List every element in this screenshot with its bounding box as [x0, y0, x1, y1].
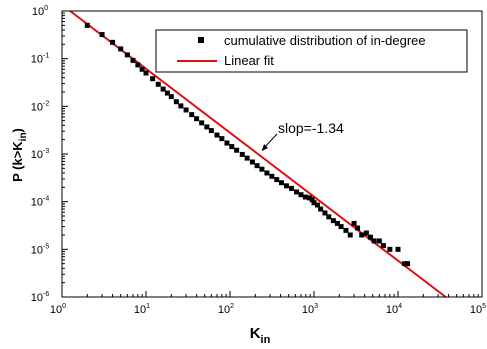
data-point [139, 66, 145, 72]
data-point [367, 234, 373, 240]
data-point [130, 57, 136, 63]
slope-annotation: slop=-1.34 [261, 120, 344, 151]
data-point [311, 200, 317, 206]
data-point [183, 107, 189, 113]
data-point [363, 230, 369, 236]
data-point [306, 195, 312, 201]
y-tick-label: 10-3 [31, 148, 50, 161]
data-point [395, 246, 401, 252]
data-point [274, 177, 280, 183]
data-point [351, 220, 357, 226]
data-point [294, 189, 300, 195]
data-point [239, 151, 245, 157]
data-point [160, 86, 166, 92]
data-point [359, 232, 365, 238]
data-point [343, 227, 349, 233]
data-point [380, 243, 386, 249]
data-point [371, 238, 377, 244]
data-point [168, 94, 174, 100]
data-point [302, 194, 308, 200]
data-point [234, 147, 240, 153]
data-point [155, 81, 161, 87]
legend-label-distribution: cumulative distribution of in-degree [224, 33, 426, 48]
data-point [204, 124, 210, 130]
data-point [330, 218, 336, 224]
data-point [376, 238, 382, 244]
y-tick-label: 10-2 [31, 100, 50, 113]
data-point [135, 62, 141, 68]
data-point [318, 206, 324, 212]
data-point [314, 202, 320, 208]
y-axis-label: P (k>Kin) [10, 128, 29, 182]
legend-marker-square [198, 37, 204, 43]
y-tick-label: 10-6 [31, 291, 50, 304]
data-point [118, 46, 124, 52]
data-point [124, 52, 130, 58]
data-point [219, 136, 225, 142]
data-point [269, 173, 275, 179]
data-point [224, 140, 230, 146]
y-axis-ticks: 100 10-1 10-2 10-3 10-4 10-5 10-6 [31, 5, 68, 304]
data-point [194, 116, 200, 122]
data-point [173, 99, 179, 105]
data-point [405, 261, 411, 267]
data-point [84, 22, 90, 28]
data-point [110, 39, 116, 45]
data-point [164, 90, 170, 96]
x-tick-label: 103 [302, 303, 318, 316]
data-point [208, 128, 214, 134]
data-point [355, 225, 361, 231]
data-point [387, 246, 393, 252]
legend-box [155, 29, 468, 73]
data-point [402, 261, 408, 267]
data-point [189, 112, 195, 118]
data-point [178, 103, 184, 109]
data-point [322, 210, 328, 216]
x-tick-label: 102 [218, 303, 234, 316]
x-tick-label: 105 [470, 303, 486, 316]
data-point [99, 32, 105, 38]
legend: cumulative distribution of in-degree Lin… [155, 29, 468, 73]
data-point [214, 132, 220, 138]
data-point [254, 163, 260, 169]
data-point [264, 170, 270, 176]
data-point [338, 224, 344, 230]
y-tick-label: 10-4 [31, 196, 50, 209]
data-point [143, 70, 149, 76]
data-point [249, 159, 255, 165]
y-tick-label: 100 [32, 5, 48, 18]
x-tick-label: 104 [386, 303, 402, 316]
data-point [347, 232, 353, 238]
x-axis-ticks: 100 101 102 103 104 105 [50, 291, 486, 316]
y-tick-label: 10-5 [31, 243, 50, 256]
data-point [334, 220, 340, 226]
annotation-text: slop=-1.34 [278, 120, 344, 136]
data-point [229, 144, 235, 150]
data-points-layer [84, 22, 411, 267]
x-axis-label: Kin [250, 325, 271, 346]
data-point [289, 185, 295, 191]
data-point [259, 166, 265, 172]
data-point [244, 155, 250, 161]
x-tick-label: 100 [50, 303, 66, 316]
data-point [298, 192, 304, 198]
data-point [309, 197, 315, 203]
y-tick-label: 10-1 [31, 53, 50, 66]
legend-label-fit: Linear fit [224, 53, 274, 68]
x-tick-label: 101 [134, 303, 150, 316]
data-point [150, 76, 156, 82]
data-point [283, 183, 289, 189]
data-point [326, 214, 332, 220]
data-point [199, 120, 205, 126]
annotation-arrow-head [262, 144, 268, 151]
data-point [278, 180, 284, 186]
